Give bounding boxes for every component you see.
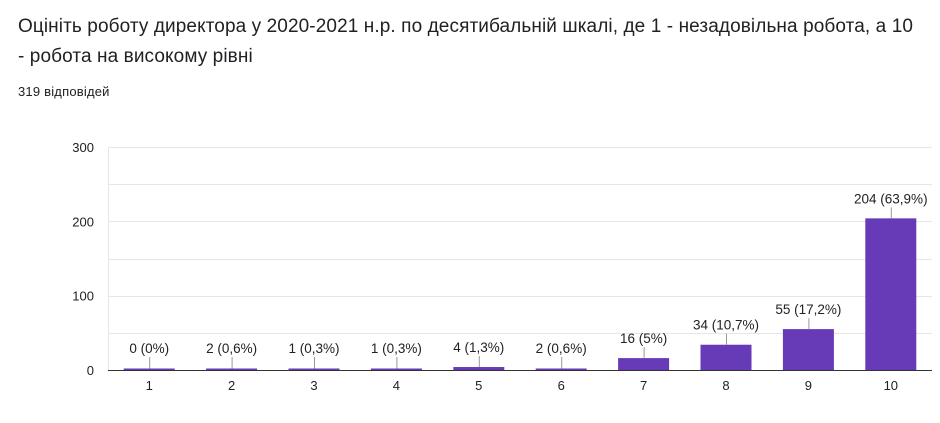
gridlines xyxy=(108,147,932,370)
bar-4 xyxy=(370,368,422,370)
data-labels: 0 (0%) 2 (0,6%) 1 (0,3%) 1 (0,3%) 4 (1,3%) 2 … xyxy=(129,191,928,369)
response-count: 319 відповідей xyxy=(18,84,110,99)
data-label: 34 (10,7%) xyxy=(693,318,759,333)
bar-3 xyxy=(288,368,340,370)
x-tick-label: 9 xyxy=(805,378,812,393)
bars xyxy=(123,218,917,370)
y-tick-label: 0 xyxy=(87,363,94,378)
axes: 0 100 200 300 1 2 3 4 5 6 7 8 9 10 xyxy=(72,140,932,393)
bar-8 xyxy=(700,344,752,370)
x-tick-label: 7 xyxy=(640,378,647,393)
y-tick-label: 300 xyxy=(72,140,94,155)
data-label: 16 (5%) xyxy=(620,331,667,346)
bar-10 xyxy=(865,218,917,370)
bar-6 xyxy=(535,368,587,370)
data-label: 1 (0,3%) xyxy=(371,341,422,356)
question-title: Оцініть роботу директора у 2020-2021 н.р… xyxy=(18,16,914,67)
data-label: 1 (0,3%) xyxy=(288,341,339,356)
data-label: 0 (0%) xyxy=(129,341,169,356)
bar-5 xyxy=(453,367,505,370)
x-tick-label: 3 xyxy=(310,378,317,393)
data-label: 55 (17,2%) xyxy=(775,302,841,317)
bar-7 xyxy=(618,358,670,370)
x-tick-label: 8 xyxy=(722,378,729,393)
data-label: 2 (0,6%) xyxy=(536,341,587,356)
data-label: 2 (0,6%) xyxy=(206,341,257,356)
bar-1 xyxy=(123,368,175,370)
y-tick-label: 100 xyxy=(72,289,94,304)
x-tick-label: 4 xyxy=(393,378,400,393)
x-tick-label: 5 xyxy=(475,378,482,393)
x-tick-label: 6 xyxy=(558,378,565,393)
bar-2 xyxy=(206,368,258,370)
data-label: 204 (63,9%) xyxy=(854,191,928,206)
data-label: 4 (1,3%) xyxy=(453,340,504,355)
y-tick-label: 200 xyxy=(72,214,94,229)
x-tick-label: 2 xyxy=(228,378,235,393)
x-tick-label: 10 xyxy=(884,378,898,393)
bar-9 xyxy=(782,329,834,370)
x-tick-label: 1 xyxy=(146,378,153,393)
